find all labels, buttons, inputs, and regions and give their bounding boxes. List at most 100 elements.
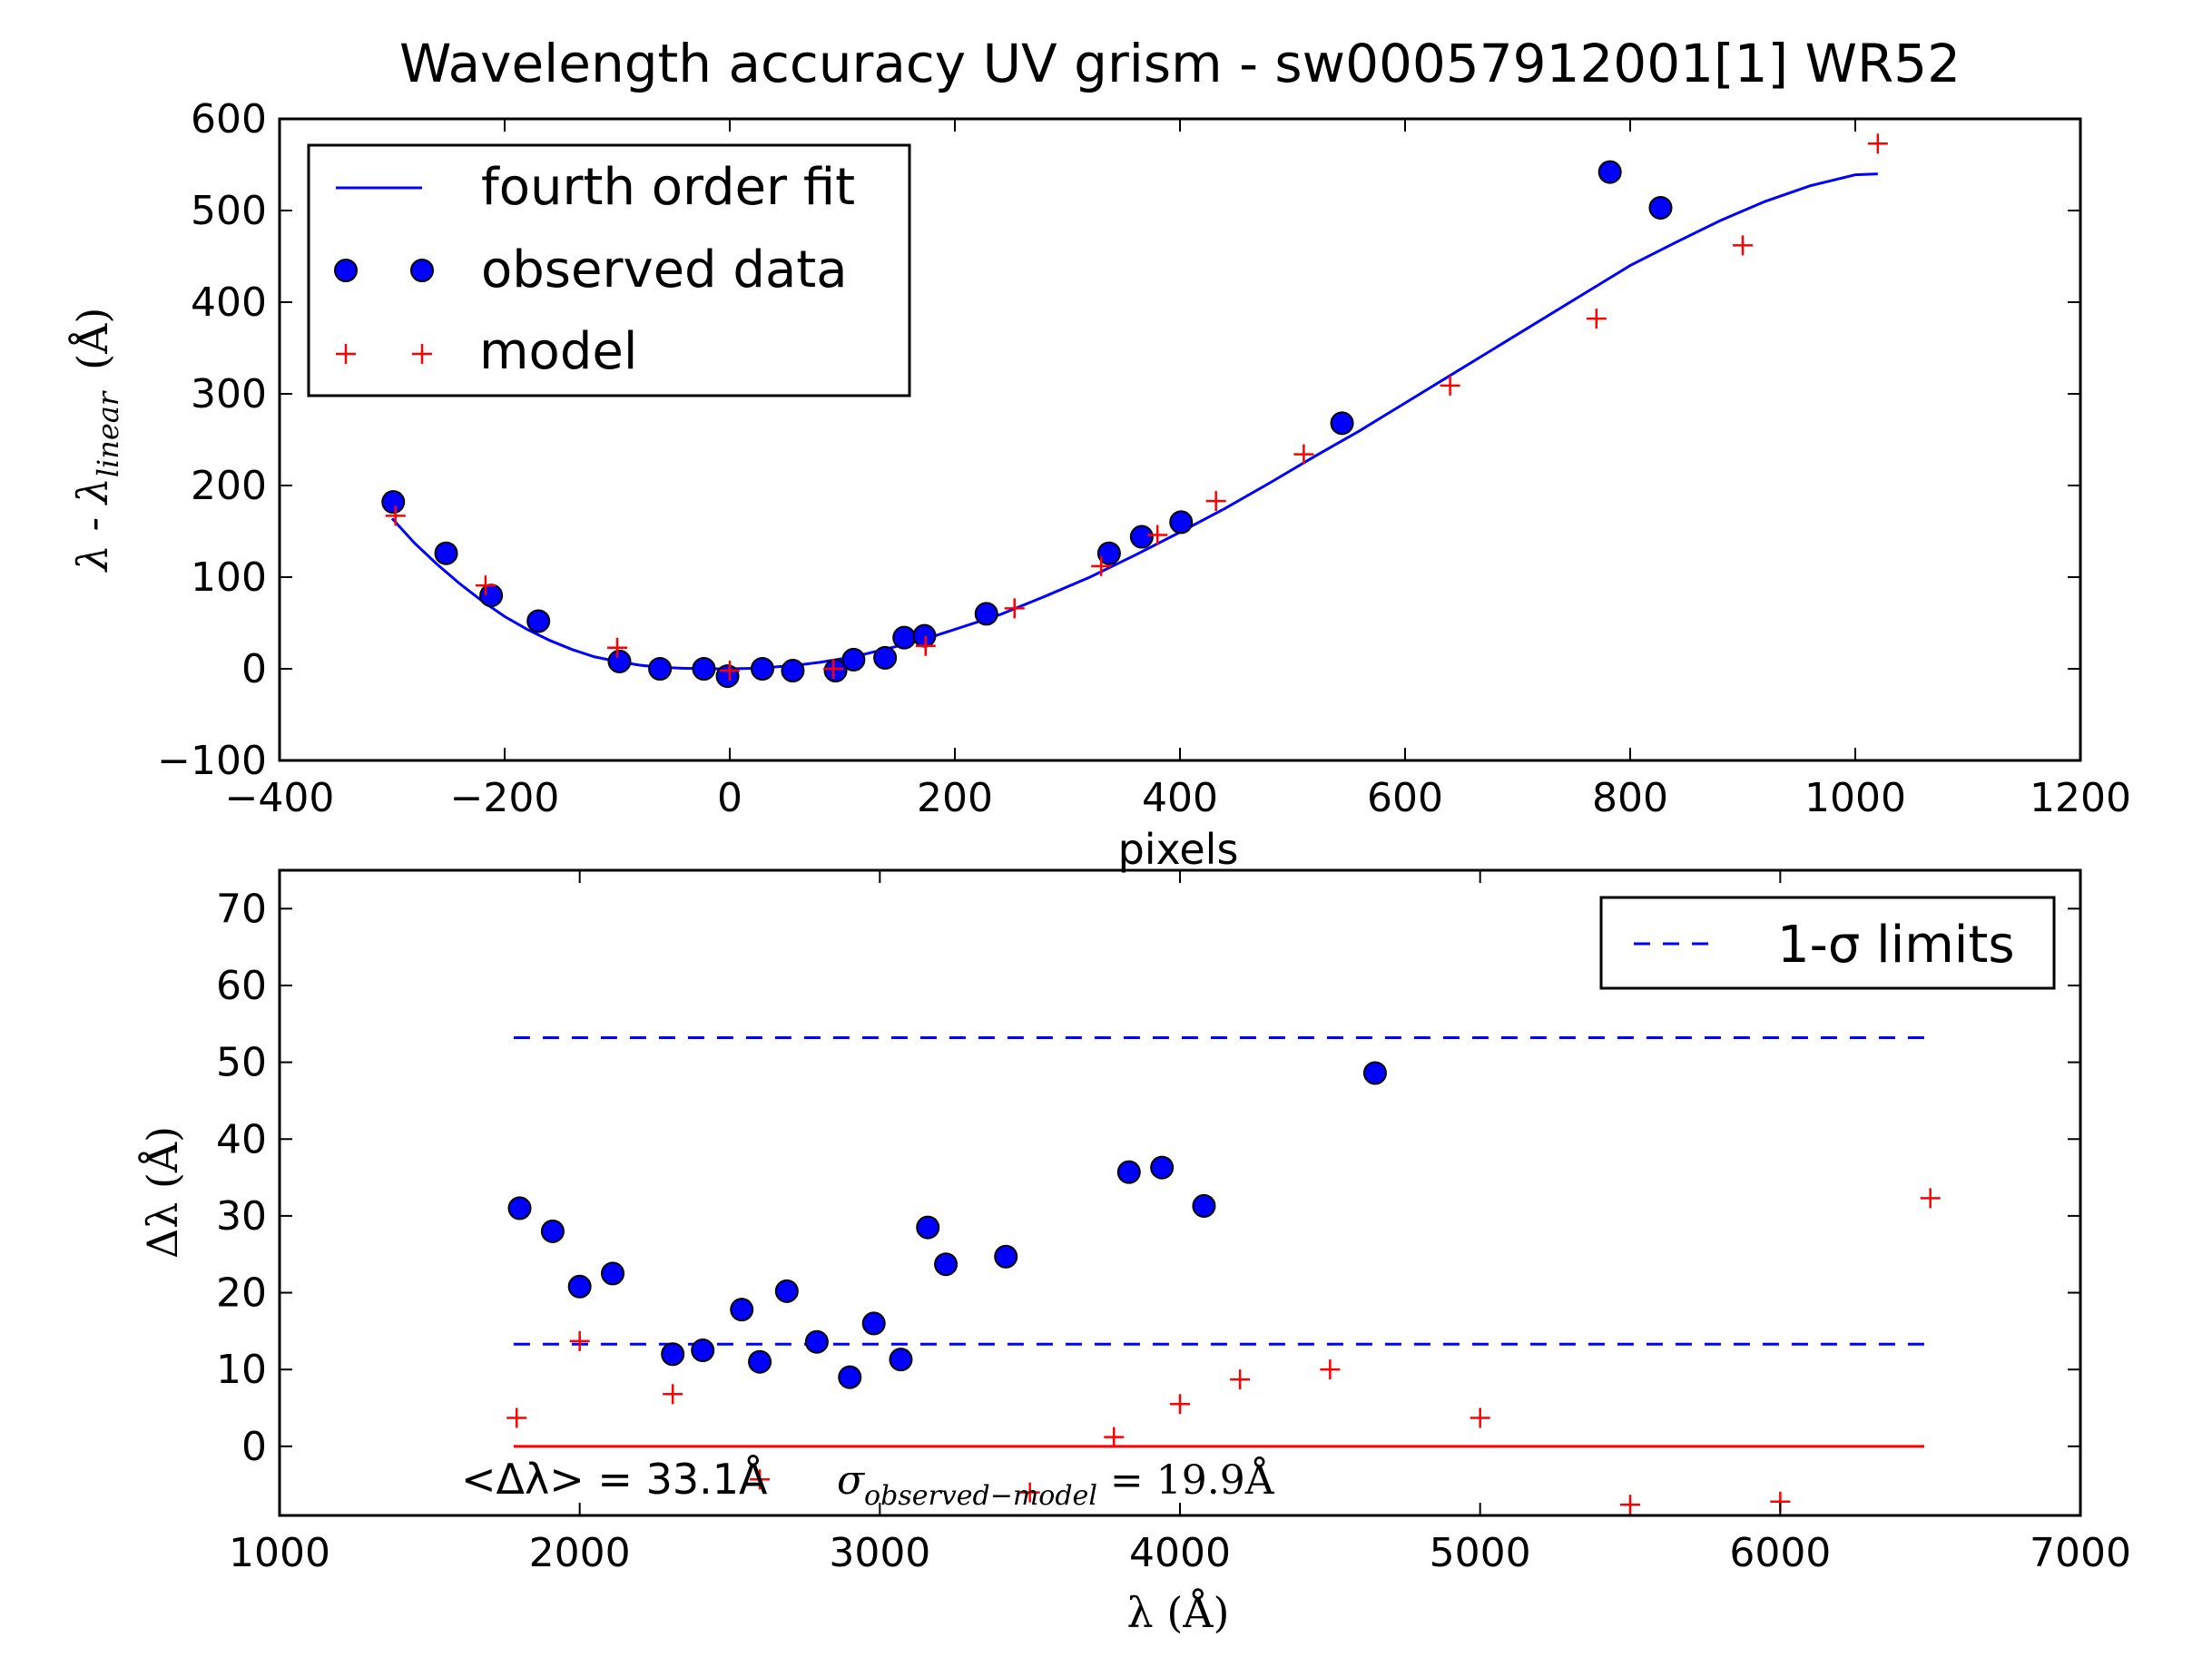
y-tick-label: 200 <box>191 463 267 509</box>
observed-point <box>1192 1193 1216 1218</box>
observed-point <box>479 583 504 608</box>
y-tick-label: 40 <box>216 1116 267 1162</box>
observed-point <box>994 1244 1018 1269</box>
model-point <box>720 661 740 682</box>
top-ylabel-main: λ - λ <box>68 477 117 573</box>
top-legend: fourth order fit observed data model <box>307 143 911 397</box>
svg-text:λ - λlinear(Å): λ - λlinear (Å) <box>67 308 125 574</box>
bottom-plot-content <box>506 1036 1941 1515</box>
observed-point <box>1330 411 1354 436</box>
observed-point <box>607 649 632 673</box>
y-tick-label: 70 <box>216 886 267 932</box>
y-tick-label: 0 <box>241 646 267 692</box>
y-tick-label: 300 <box>191 371 267 417</box>
observed-point <box>823 659 848 683</box>
observed-point <box>873 645 898 670</box>
top-ticks: −400 −200 0 200 400 600 800 1000 1200 −100 0 100 200… <box>157 96 2131 821</box>
y-tick-label: 10 <box>216 1347 267 1393</box>
observed-point <box>841 647 866 672</box>
observed-point <box>750 657 774 681</box>
legend-observed-marker <box>334 259 358 282</box>
model-point <box>1230 1369 1251 1390</box>
y-tick-label: 0 <box>241 1424 267 1470</box>
y-tick-label: 30 <box>216 1193 267 1240</box>
observed-point <box>934 1252 959 1277</box>
x-tick-label: 7000 <box>2030 1530 2131 1576</box>
model-point <box>607 637 627 658</box>
x-tick-label: 1200 <box>2030 775 2131 821</box>
observed-point <box>730 1298 754 1322</box>
y-tick-label: 50 <box>216 1040 267 1086</box>
observed-point <box>1096 541 1121 565</box>
x-tick-label: 1000 <box>1804 775 1906 821</box>
model-point <box>1733 235 1753 256</box>
model-point <box>1170 1394 1190 1415</box>
y-tick-label: 60 <box>216 963 267 1009</box>
observed-point <box>381 490 406 515</box>
model-point <box>1620 1495 1640 1515</box>
mean-annotation: <Δλ> = 33.1Å <box>461 1455 768 1504</box>
x-tick-label: 6000 <box>1729 1530 1831 1576</box>
model-point <box>1867 133 1888 154</box>
observed-point <box>748 1349 772 1374</box>
legend-model-marker <box>412 344 432 364</box>
legend-model-marker <box>336 344 356 364</box>
x-tick-label: 800 <box>1592 775 1668 821</box>
model-point <box>823 659 844 679</box>
legend-observed-label: observed data <box>481 240 848 299</box>
observed-point <box>974 602 998 626</box>
x-tick-label: −400 <box>225 775 335 821</box>
observed-point <box>691 1339 715 1363</box>
model-point <box>915 635 936 656</box>
bottom-xlabel: λ (Å) <box>1127 1587 1230 1637</box>
model-point <box>1205 491 1226 512</box>
top-plot-content <box>381 133 1888 689</box>
y-tick-label: 600 <box>191 96 267 142</box>
model-point <box>1920 1188 1941 1209</box>
x-tick-label: 4000 <box>1129 1530 1231 1576</box>
observed-point <box>892 625 917 650</box>
x-tick-label: 600 <box>1367 775 1443 821</box>
top-ylabel: λ - λlinear (Å) <box>67 308 125 574</box>
bottom-panel: 1000 2000 3000 4000 5000 6000 7000 0 10 20 30 40 50 6… <box>137 868 2131 1637</box>
model-point <box>385 505 406 526</box>
sigma-symbol: σ <box>837 1457 866 1504</box>
model-point <box>569 1330 590 1351</box>
observed-point <box>774 1279 799 1303</box>
x-tick-label: 3000 <box>829 1530 930 1576</box>
observed-point <box>526 609 551 633</box>
sigma-subscript: observed−model <box>864 1480 1097 1512</box>
x-tick-label: 2000 <box>529 1530 631 1576</box>
observed-point <box>1598 160 1622 184</box>
svg-text:σobserved−model= 19.9Å: σobserved−model = 19.9Å <box>837 1456 1275 1512</box>
model-point <box>1586 309 1607 329</box>
model-point <box>1320 1359 1341 1380</box>
x-tick-label: 200 <box>917 775 993 821</box>
sigma-annotation: = 19.9Å <box>1110 1456 1275 1504</box>
y-tick-label: 400 <box>191 279 267 326</box>
observed-point <box>1150 1155 1175 1180</box>
top-xlabel: pixels <box>1118 825 1239 874</box>
y-tick-label: 20 <box>216 1270 267 1317</box>
observed-point <box>916 1215 940 1240</box>
bottom-ylabel: Δλ (Å) <box>137 1126 187 1259</box>
model-point <box>475 575 496 596</box>
observed-point <box>661 1342 685 1367</box>
observed-point <box>507 1196 532 1221</box>
y-tick-label: 500 <box>191 188 267 234</box>
model-point <box>506 1407 527 1428</box>
observed-point <box>1169 510 1194 534</box>
model-point <box>1470 1407 1490 1428</box>
model-point <box>1019 1482 1040 1503</box>
legend-sigma-label: 1-σ limits <box>1777 916 2015 975</box>
top-ylabel-unit: (Å) <box>67 308 117 370</box>
bottom-legend: 1-σ limits <box>1599 896 2056 990</box>
observed-point <box>692 657 716 681</box>
observed-point <box>434 541 458 565</box>
observed-point <box>1362 1061 1387 1085</box>
legend-observed-marker <box>410 259 434 282</box>
y-tick-label: −100 <box>157 738 267 784</box>
observed-point <box>889 1348 913 1372</box>
x-tick-label: 1000 <box>229 1530 330 1576</box>
